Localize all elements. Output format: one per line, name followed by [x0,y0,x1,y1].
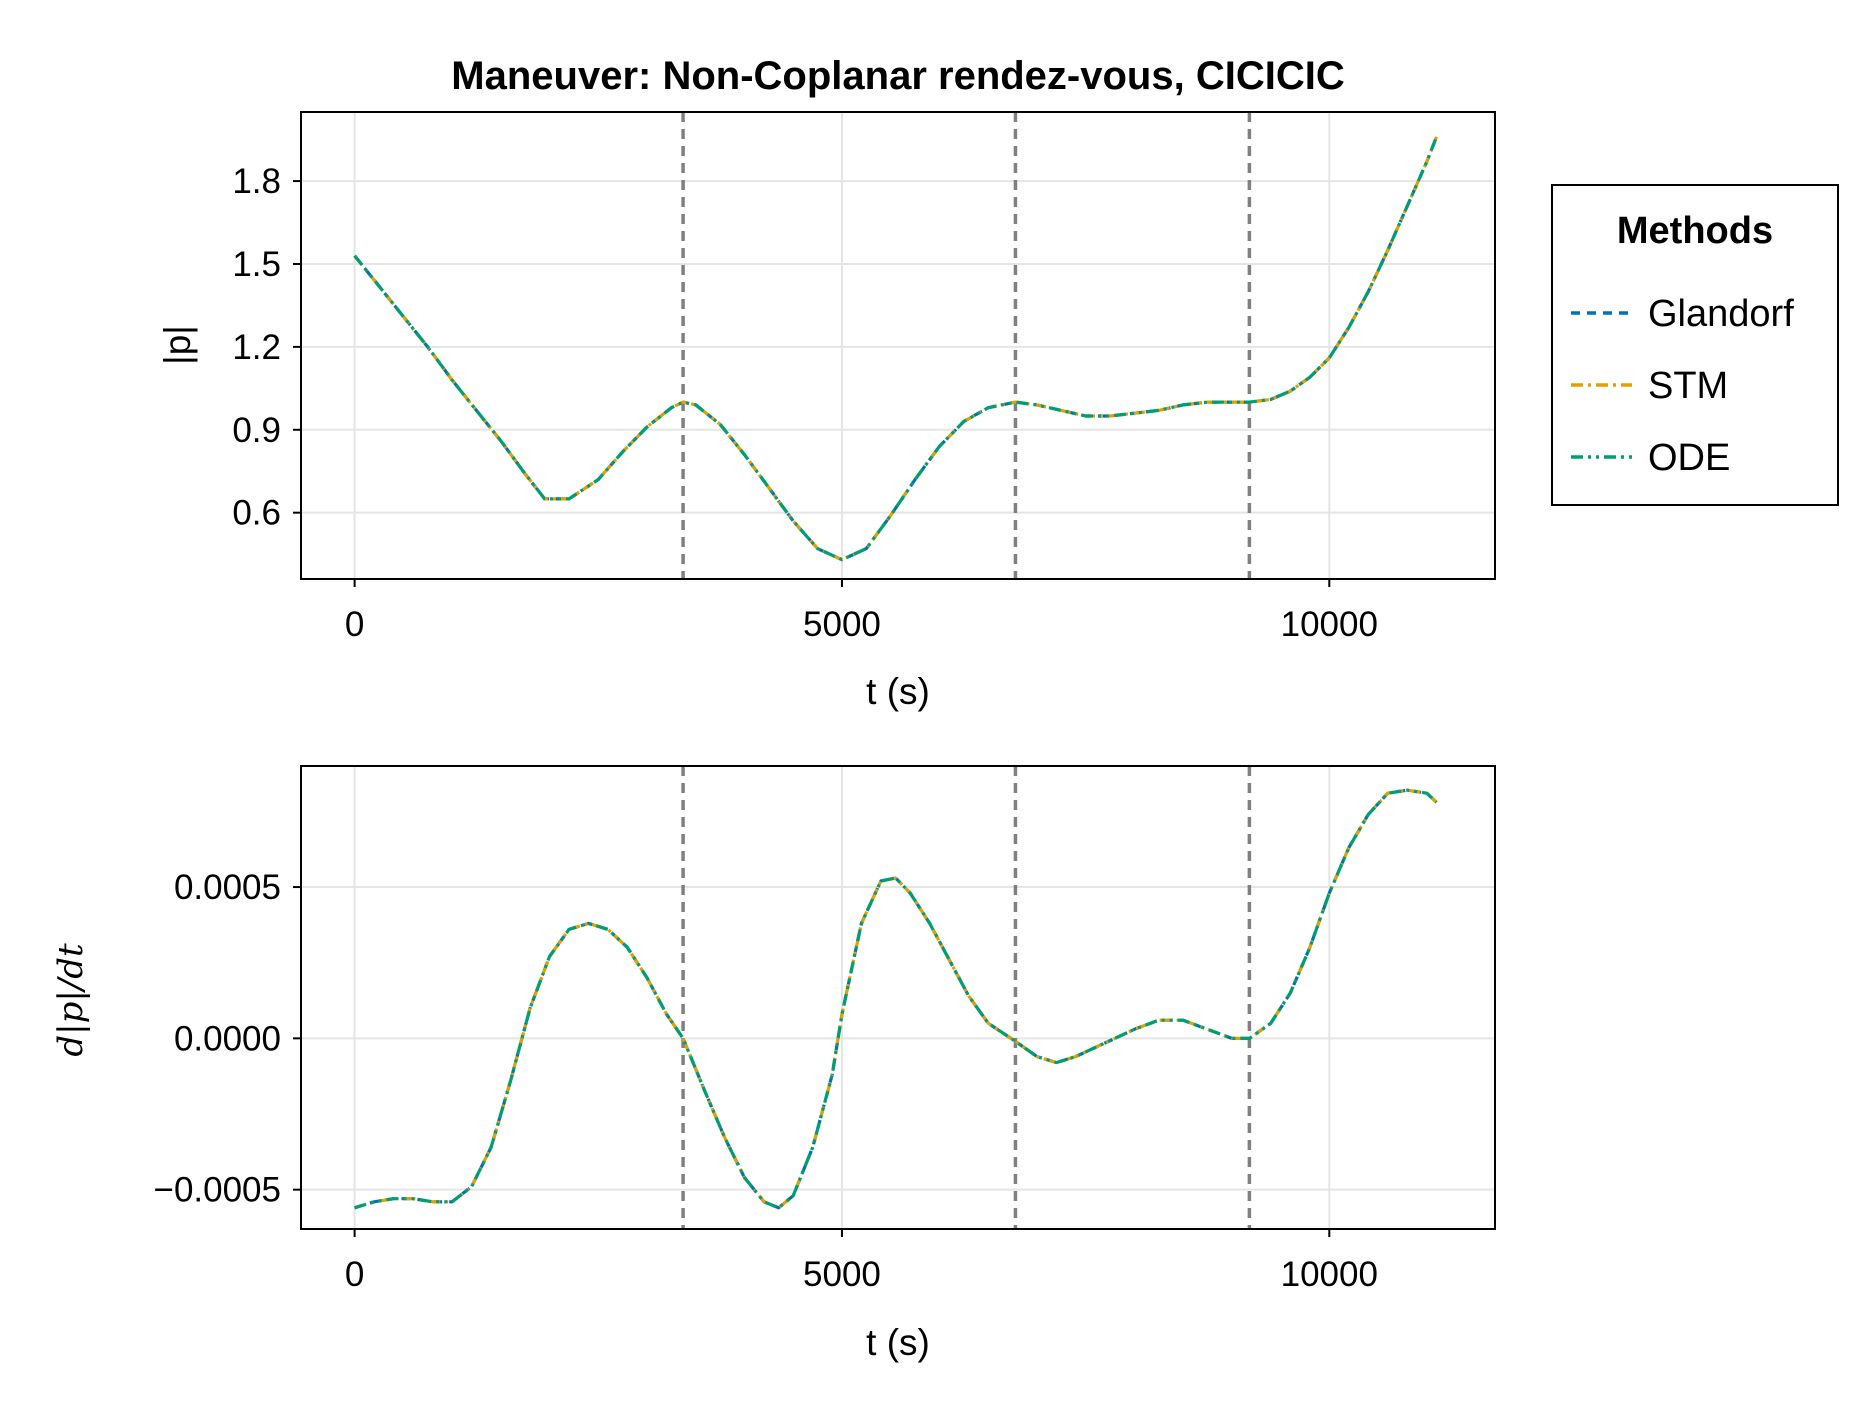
top-series [353,136,1438,562]
bottom-ylabel: d|p|/dt [51,943,91,1057]
x-tick-label: 5000 [803,1255,881,1294]
legend-label-glandorf: Glandorf [1648,293,1794,335]
y-tick-label: 0.0005 [174,868,281,907]
legend: Methods Glandorf STM ODE [1551,184,1839,506]
legend-title: Methods [1617,210,1773,252]
x-tick-label: 10000 [1281,605,1378,644]
legend-label-ode: ODE [1648,437,1730,479]
bottom-grid [301,766,1495,1229]
y-tick-label: 1.8 [232,162,281,201]
bottom-yticks: −0.0005 0.0000 0.0005 [154,868,301,1210]
bottom-vlines [681,766,1252,1229]
y-tick-label: −0.0005 [154,1171,282,1210]
top-ylabel: |p| [157,325,198,365]
top-axes-frame [300,111,1496,580]
x-tick-label: 5000 [803,605,881,644]
y-tick-label: 0.0000 [174,1019,281,1058]
y-tick-label: 1.5 [232,245,281,284]
x-tick-label: 10000 [1281,1255,1378,1294]
series-line-ode [353,136,1438,562]
top-xlabel: t (s) [866,671,930,712]
series-line-stm [354,788,1438,1210]
series-line-stm [353,136,1438,562]
legend-box [1551,184,1839,506]
top-vlines [681,112,1252,579]
series-line-glandorf [354,788,1438,1210]
top-grid [301,112,1495,579]
top-panel: Maneuver: Non-Coplanar rendez-vous, CICI… [157,54,1496,712]
chart-title: Maneuver: Non-Coplanar rendez-vous, CICI… [451,54,1344,98]
y-tick-label: 1.2 [232,328,281,367]
series-line-glandorf [353,136,1438,562]
legend-items: Glandorf STM ODE [1571,293,1794,479]
series-line-ode [354,788,1438,1210]
bottom-xticks: 0 5000 10000 [345,1229,1378,1294]
y-tick-label: 0.6 [232,494,281,533]
top-xticks: 0 5000 10000 [345,579,1378,644]
bottom-series [354,788,1438,1210]
legend-label-stm: STM [1648,365,1728,407]
top-yticks: 0.6 0.9 1.2 1.5 1.8 [232,162,301,533]
bottom-axes-frame [300,765,1496,1230]
y-tick-label: 0.9 [232,411,281,450]
x-tick-label: 0 [345,605,364,644]
x-tick-label: 0 [345,1255,364,1294]
bottom-xlabel: t (s) [866,1322,930,1363]
bottom-panel: 0 5000 10000 −0.0005 0.0000 0.0005 t (s) d|p… [51,765,1496,1363]
